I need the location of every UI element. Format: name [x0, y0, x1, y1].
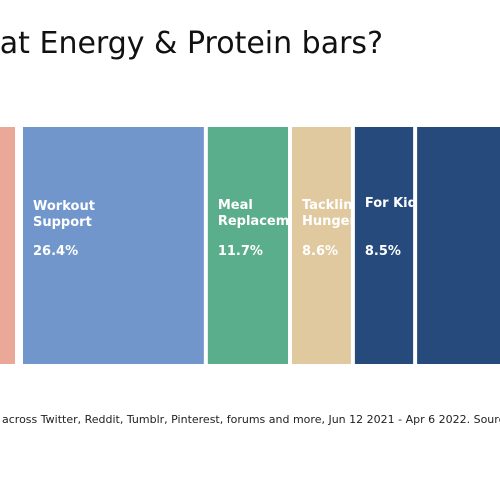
- bar-segment: [23, 127, 204, 364]
- chart-title-text: eat Energy & Protein bars?: [0, 26, 383, 61]
- data-label: 8.5%: [365, 244, 401, 259]
- bar-segment: [354, 127, 414, 364]
- bar-segment: [417, 127, 500, 364]
- bar-segment: [207, 127, 288, 364]
- bar-segment: [0, 127, 15, 364]
- category-label: Tackling: [302, 198, 362, 213]
- chart-title: eat Energy & Protein bars?: [0, 22, 500, 66]
- source-footnote: across Twitter, Reddit, Tumblr, Pinteres…: [0, 408, 500, 432]
- bar-segment: [291, 127, 351, 364]
- category-label: For Kids: [365, 196, 425, 211]
- source-footnote-text: across Twitter, Reddit, Tumblr, Pinteres…: [2, 413, 500, 426]
- category-label: Meal: [218, 198, 253, 213]
- category-label: Replacement: [218, 214, 314, 229]
- data-label: 26.4%: [33, 244, 78, 259]
- category-label: Support: [33, 215, 92, 230]
- category-label: Workout: [33, 199, 95, 214]
- data-label: 8.6%: [302, 244, 338, 259]
- category-label: Hunger: [302, 214, 357, 229]
- data-label: 11.7%: [218, 244, 263, 259]
